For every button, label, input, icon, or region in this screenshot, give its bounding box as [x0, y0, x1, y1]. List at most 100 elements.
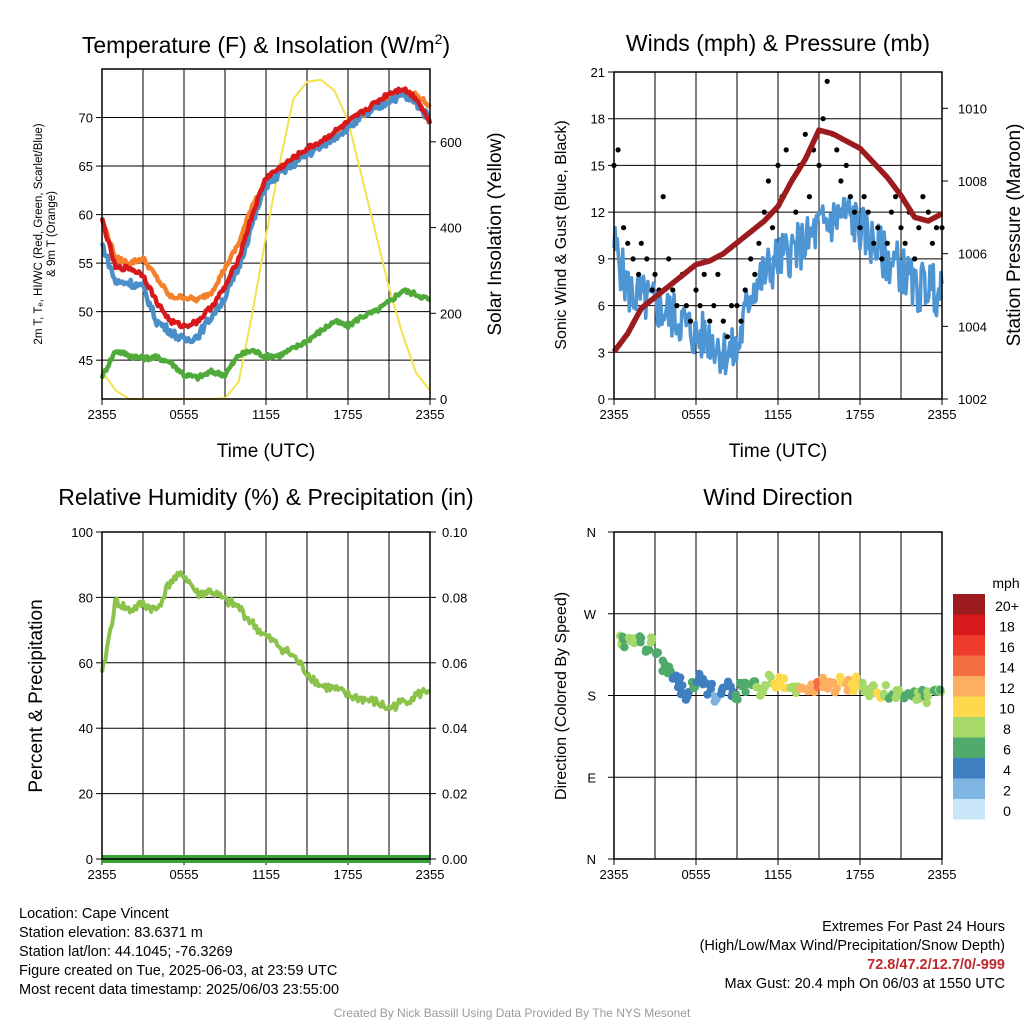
gust-point [861, 194, 867, 200]
recent-data-text: Most recent data timestamp: 2025/06/03 2… [19, 982, 340, 998]
y2-tick-label: 0.04 [442, 721, 467, 736]
gust-point [630, 256, 636, 262]
gust-point [879, 256, 885, 262]
legend-swatch [953, 696, 985, 717]
gust-point [902, 240, 908, 246]
wind-y2label-text: Station Pressure (Maroon) [1004, 124, 1024, 347]
humidity-ylabel-text: Percent & Precipitation [26, 599, 47, 792]
direction-chart-border [613, 531, 943, 860]
direction-point [707, 679, 716, 689]
title-text-end: ) [442, 32, 450, 58]
humidity-chart-frame: 2355 0555 1155 1755 23550204060801000.000.02… [26, 484, 474, 882]
wind-speed-line [612, 196, 944, 376]
gust-point [649, 287, 655, 293]
humidity-ylabel: Percent & Precipitation [26, 599, 47, 792]
wind-chart-title: Winds (mph) & Pressure (mb) [626, 30, 930, 56]
legend-label: 10 [999, 701, 1015, 717]
x-tick-label: 2355 [416, 867, 445, 882]
direction-point [658, 656, 667, 665]
y2-tick-label: 1004 [958, 319, 987, 334]
wind-ylabel-text: Sonic Wind & Gust (Blue, Black) [553, 120, 570, 349]
gust-point [711, 303, 717, 309]
gust-point [865, 209, 871, 215]
y2-tick-label: 200 [440, 306, 462, 321]
direction-point [731, 690, 741, 699]
legend-title: mph [992, 575, 1019, 591]
direction-point [741, 687, 750, 697]
temp-chart-title: Temperature (F) & Insolation (W/m2) [82, 31, 450, 58]
x-tick-label: 0555 [682, 407, 711, 422]
direction-point [668, 674, 677, 683]
legend-label: 12 [999, 680, 1015, 696]
direction-ylabel: Direction (Colored By Speed) [553, 592, 570, 800]
pressure-line [611, 127, 944, 354]
y2-tick-label: 0.00 [442, 852, 467, 867]
gust-point [843, 162, 849, 168]
gust-point [701, 271, 707, 277]
gust-point [707, 318, 713, 324]
direction-tick-label: S [587, 689, 596, 704]
temp-ylabel-line2: & 9m T (Orange) [46, 191, 58, 277]
temp-xlabel: Time (UTC) [217, 441, 316, 462]
direction-point [618, 632, 627, 641]
legend-swatch [953, 778, 985, 799]
wind-chart-frame: 2355 0555 1155 1755 235503691215182110021004… [553, 30, 1024, 462]
wind-ylabel: Sonic Wind & Gust (Blue, Black) [553, 120, 570, 349]
direction-point [764, 670, 774, 680]
y-tick-label: 0 [598, 392, 605, 407]
direction-ylabel-text: Direction (Colored By Speed) [553, 592, 570, 800]
title-text: Temperature (F) & Insolation (W/m [82, 32, 435, 58]
legend-label: 6 [1003, 742, 1011, 758]
y-tick-label: 60 [79, 656, 93, 671]
gust-point [824, 78, 830, 84]
gust-point [769, 225, 776, 231]
gust-point [761, 209, 767, 215]
direction-point [779, 674, 789, 683]
legend-swatch [953, 717, 985, 738]
direction-point [635, 632, 644, 641]
gust-point [892, 194, 899, 200]
created-text: Figure created on Tue, 2025-06-03, at 23… [19, 963, 338, 979]
y-tick-label: 100 [71, 525, 93, 540]
direction-point [676, 673, 685, 682]
gust-point [775, 162, 781, 168]
temp-ylabel: 2m T, Tₑ, HI/WC (Red, Green, Scarlet/Blu… [33, 123, 58, 344]
wind-xlabel: Time (UTC) [729, 441, 828, 462]
title-superscript: 2 [435, 31, 443, 47]
gust-point [756, 240, 762, 246]
direction-point [869, 681, 878, 691]
direction-point [710, 697, 719, 706]
direction-point [881, 681, 890, 690]
y-tick-label: 60 [79, 208, 93, 223]
gust-point [687, 318, 694, 324]
y2-tick-label: 600 [440, 135, 462, 150]
legend-swatch [953, 799, 985, 820]
y-tick-label: 0 [86, 852, 93, 867]
x-tick-label: 2355 [600, 407, 629, 422]
direction-point [644, 645, 654, 655]
max-gust-text: Max Gust: 20.4 mph On 06/03 at 1550 UTC [724, 976, 1005, 992]
gust-point [933, 225, 940, 231]
direction-point [676, 690, 686, 699]
gust-point [660, 194, 666, 200]
gust-point [929, 240, 936, 246]
y-tick-label: 6 [598, 299, 605, 314]
y2-tick-label: 0.08 [442, 590, 467, 605]
gust-point [693, 287, 699, 293]
x-tick-label: 1155 [252, 867, 280, 882]
x-tick-label: 1755 [334, 867, 363, 882]
gust-point [793, 209, 799, 215]
gust-point [720, 318, 726, 324]
legend-label: 8 [1003, 721, 1011, 737]
gust-point [652, 271, 658, 277]
gust-point [820, 116, 826, 122]
x-tick-label: 1755 [846, 867, 875, 882]
gust-point [724, 334, 731, 340]
gust-point [816, 162, 822, 168]
y2-tick-label: 1002 [958, 392, 987, 407]
gust-point [838, 178, 844, 184]
legend-label: 16 [999, 639, 1015, 655]
direction-point [703, 690, 712, 699]
gust-point [912, 256, 918, 262]
y-tick-label: 18 [591, 112, 605, 127]
